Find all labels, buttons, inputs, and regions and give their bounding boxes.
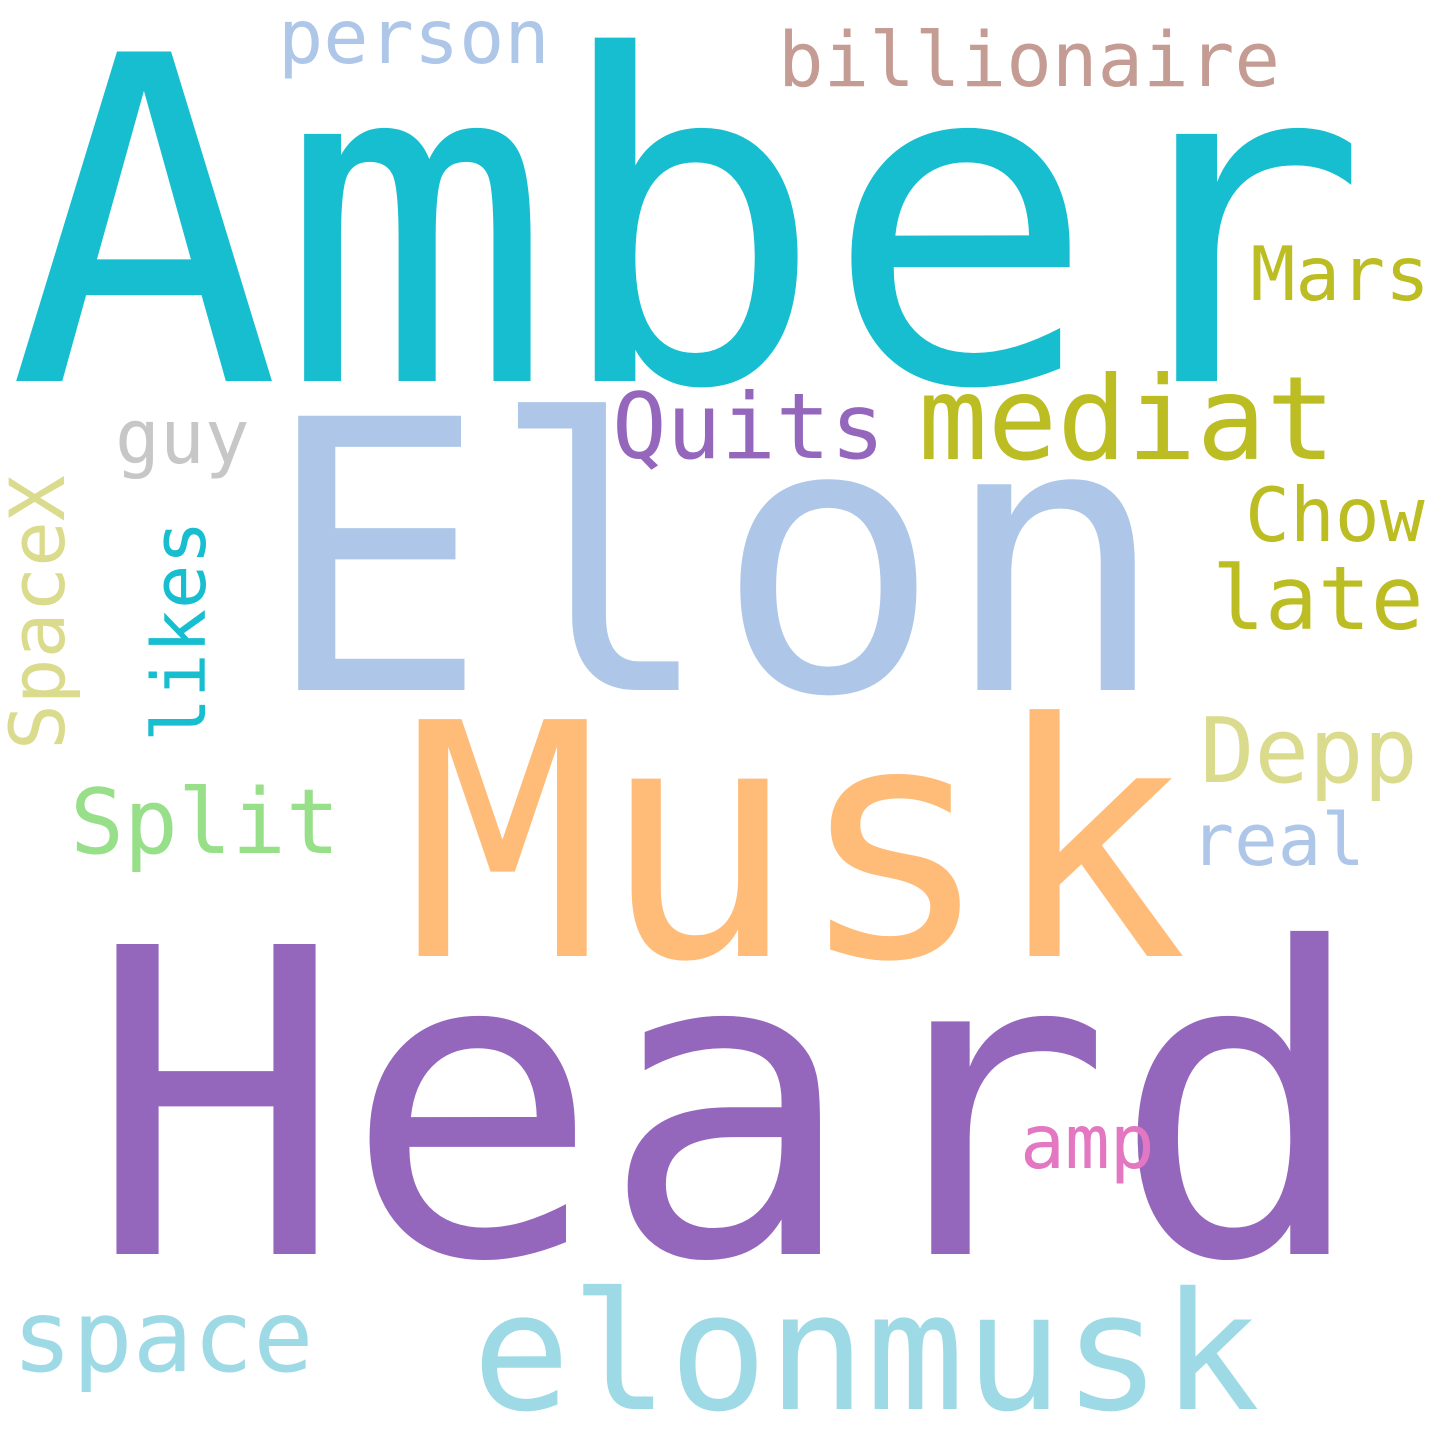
word-amber: Amber [8,0,1369,488]
word-person: person [278,0,550,81]
word-space: space [12,1277,314,1395]
word-heard: Heard [88,860,1369,1355]
word-musk: Musk [405,654,1188,1033]
word-chow: Chow [1245,471,1425,559]
word-real: real [1190,799,1365,883]
word-mediat: mediat [918,352,1336,487]
word-likes: likes [137,520,223,742]
word-mars: Mars [1250,230,1430,318]
word-billionaire: billionaire [778,16,1281,104]
word-elonmusk: elonmusk [472,1256,1260,1440]
word-spacex: SpaceX [0,475,82,750]
word-elon: Elon [262,341,1169,779]
word-guy: guy [115,393,250,481]
word-late: late [1212,547,1424,650]
word-quits: Quits [612,374,885,480]
word-split: Split [70,771,340,875]
word-amp: amp [1020,1099,1155,1186]
word-depp: Depp [1200,699,1418,804]
